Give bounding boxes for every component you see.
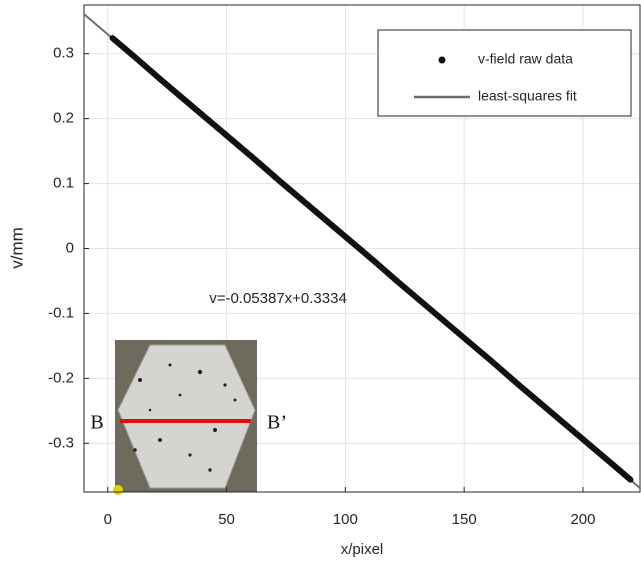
y-tick-label: -0.1 — [48, 304, 74, 321]
annotation: v=-0.05387x+0.3334 — [209, 290, 347, 307]
y-tick-label: 0.1 — [53, 175, 74, 192]
x-tick-label: 0 — [104, 511, 112, 528]
raw-data-line — [109, 35, 634, 483]
legend-box — [377, 29, 632, 117]
bolt-head — [117, 344, 256, 489]
legend-label: least-squares fit — [478, 88, 577, 104]
grid — [84, 5, 640, 492]
inset-photo — [113, 340, 257, 495]
y-tick-label: 0.3 — [53, 45, 74, 62]
speckles — [133, 363, 237, 472]
x-tick-label: 50 — [218, 511, 235, 528]
marker-dot — [113, 485, 123, 495]
y-tick-label: 0.2 — [53, 110, 74, 127]
legend-marker — [438, 56, 446, 64]
y-axis-label: v/mm — [7, 227, 26, 269]
x-tick-label: 200 — [570, 511, 595, 528]
x-tick-label: 100 — [333, 511, 358, 528]
inset-label: B’ — [267, 412, 287, 434]
x-axis-label: x/pixel — [341, 541, 384, 558]
inset-label: B — [90, 412, 103, 434]
y-tick-label: -0.2 — [48, 369, 74, 386]
y-tick-label: 0 — [66, 239, 74, 256]
legend-label: v-field raw data — [478, 51, 573, 67]
plot-frame — [83, 4, 641, 493]
y-tick-label: -0.3 — [48, 434, 74, 451]
x-tick-label: 150 — [452, 511, 477, 528]
